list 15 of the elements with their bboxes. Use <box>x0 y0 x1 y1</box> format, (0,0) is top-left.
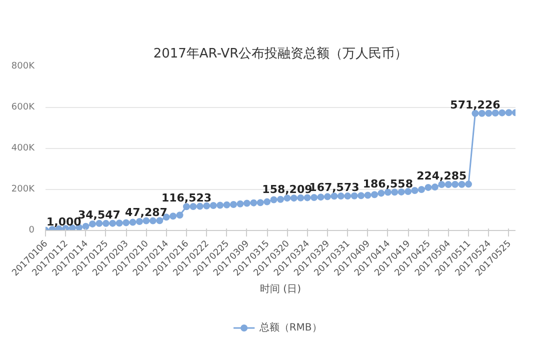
chart-title: 2017年AR-VR公布投融资总额（万人民币） <box>153 46 408 62</box>
x-axis-title: 时间 (日) <box>260 282 302 295</box>
y-tick-label: 0 <box>28 226 35 236</box>
data-label: 186,558 <box>362 177 413 190</box>
data-label: 116,523 <box>161 192 212 205</box>
data-label: 47,287 <box>124 206 168 219</box>
data-label: 1,000 <box>46 215 82 228</box>
data-label: 224,285 <box>416 170 467 183</box>
data-label: 167,573 <box>309 181 360 194</box>
y-tick-label: 200K <box>11 184 36 194</box>
data-label: 571,226 <box>450 98 501 112</box>
y-tick-label: 600K <box>11 102 36 112</box>
y-tick-label: 800K <box>11 62 36 72</box>
y-tick-label: 400K <box>11 144 36 154</box>
legend-label: 总额（RMB） <box>258 322 322 334</box>
